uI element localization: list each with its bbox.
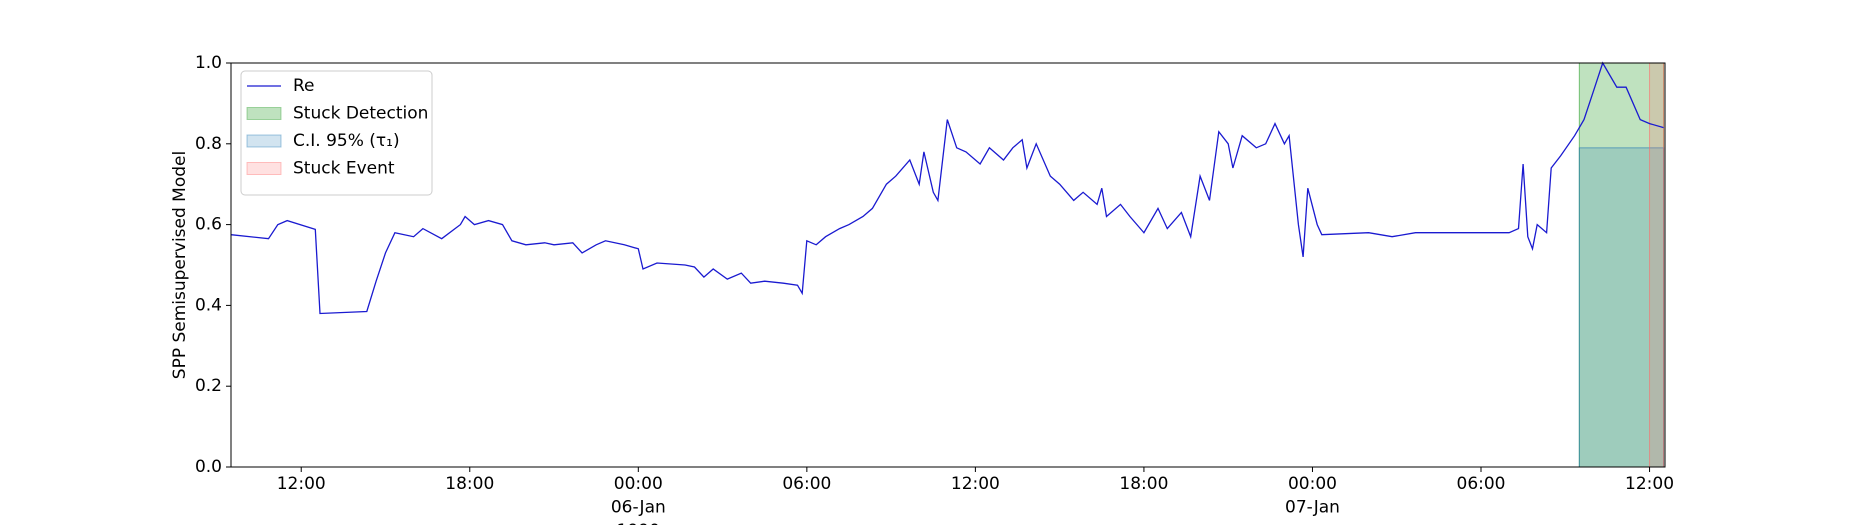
y-tick-label: 0.6 bbox=[195, 215, 222, 235]
y-tick-label: 0.8 bbox=[195, 134, 222, 154]
data-line bbox=[230, 61, 1664, 315]
y-axis-label: SPP Semisupervised Model bbox=[170, 151, 190, 379]
x-tick-label: 18:00 bbox=[1119, 474, 1168, 494]
legend-label: Stuck Event bbox=[293, 159, 395, 179]
legend-swatch bbox=[246, 162, 282, 175]
y-tick-label: 0.4 bbox=[195, 295, 222, 315]
legend-label: Stuck Detection bbox=[293, 104, 428, 124]
x-tick-label: 12:00 bbox=[1625, 474, 1674, 494]
y-tick-label: 0.0 bbox=[195, 457, 222, 477]
x-tick-label: 07-Jan bbox=[1285, 498, 1340, 518]
x-tick-label: 18:00 bbox=[445, 474, 494, 494]
x-tick-label: 12:00 bbox=[277, 474, 326, 494]
x-tick-label: 1990 bbox=[617, 521, 660, 525]
x-tick-label: 06:00 bbox=[1457, 474, 1506, 494]
legend-label: Re bbox=[293, 76, 315, 96]
legend-box bbox=[240, 70, 433, 196]
plot-frame bbox=[230, 62, 1666, 468]
x-tick-label: 12:00 bbox=[951, 474, 1000, 494]
legend-swatch bbox=[246, 107, 282, 120]
y-tick-label: 1.0 bbox=[195, 53, 222, 73]
x-tick-label: 06-Jan bbox=[611, 498, 666, 518]
x-tick-label: 06:00 bbox=[782, 474, 831, 494]
legend-label: C.I. 95% (τ₁) bbox=[293, 131, 400, 151]
y-tick-label: 0.2 bbox=[195, 376, 222, 396]
x-tick-label: 00:00 bbox=[614, 474, 663, 494]
x-tick-label: 00:00 bbox=[1288, 474, 1337, 494]
legend-swatch bbox=[246, 134, 282, 148]
